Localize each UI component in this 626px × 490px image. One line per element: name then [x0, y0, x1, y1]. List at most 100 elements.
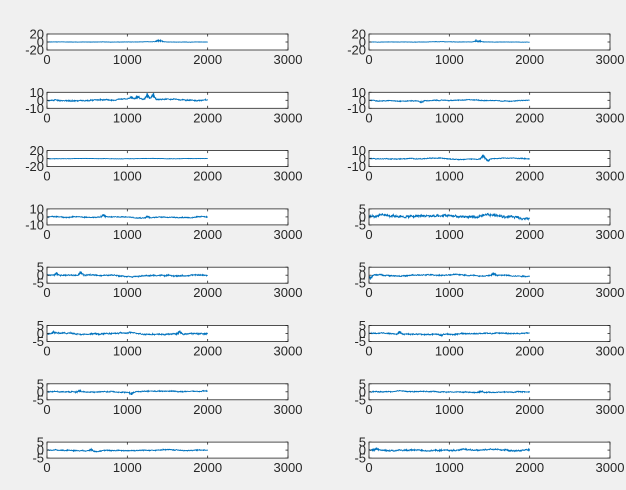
y-tick-label: 5 [37, 318, 44, 333]
x-tick-label: 1000 [113, 227, 142, 242]
axes-background [369, 208, 610, 225]
x-tick-label: 1000 [113, 285, 142, 300]
x-tick-label: 3000 [596, 460, 625, 475]
x-tick-label: 2000 [515, 52, 544, 67]
x-tick-label: 3000 [596, 402, 625, 417]
y-tick-label: 10 [30, 85, 44, 100]
y-tick-label: 20 [30, 143, 44, 158]
y-tick-label: -5 [354, 334, 366, 349]
y-tick-label: 10 [352, 85, 366, 100]
y-tick-label: 0 [359, 209, 366, 224]
x-tick-label: 3000 [596, 344, 625, 359]
signal-line [368, 212, 531, 222]
x-tick-label: 2000 [193, 402, 222, 417]
axes-background [369, 150, 610, 167]
y-tick-label: -5 [354, 392, 366, 407]
x-tick-label: 1000 [435, 52, 464, 67]
y-tick-label: -5 [354, 451, 366, 466]
y-tick-label: 5 [359, 376, 366, 391]
y-tick-label: 0 [359, 384, 366, 399]
signal-line [368, 330, 530, 338]
x-tick-label: 2000 [193, 110, 222, 125]
x-tick-label: 0 [43, 344, 50, 359]
signal-line [368, 272, 531, 280]
x-tick-label: 3000 [274, 402, 303, 417]
y-tick-label: 0 [359, 443, 366, 458]
x-tick-label: 1000 [113, 169, 142, 184]
x-tick-label: 2000 [193, 285, 222, 300]
x-tick-label: 2000 [515, 402, 544, 417]
y-tick-label: 20 [352, 27, 366, 42]
y-tick-label: 0 [359, 93, 366, 108]
y-tick-label: 0 [37, 326, 44, 341]
signal-line [368, 98, 530, 104]
y-tick-label: -5 [32, 276, 44, 291]
x-tick-label: 1000 [435, 227, 464, 242]
x-tick-label: 3000 [274, 344, 303, 359]
x-tick-label: 3000 [274, 460, 303, 475]
y-tick-label: -5 [354, 217, 366, 232]
x-tick-label: 0 [365, 227, 372, 242]
x-tick-label: 3000 [596, 285, 625, 300]
signal-line [369, 38, 530, 43]
y-tick-label: 5 [37, 435, 44, 450]
y-tick-label: 5 [37, 376, 44, 391]
x-tick-label: 2000 [515, 227, 544, 242]
x-tick-label: 1000 [113, 344, 142, 359]
x-tick-label: 3000 [274, 285, 303, 300]
x-tick-label: 0 [43, 227, 50, 242]
signal-line [46, 329, 209, 337]
x-tick-label: 0 [43, 169, 50, 184]
signal-line [46, 38, 208, 43]
x-tick-label: 1000 [435, 402, 464, 417]
y-tick-label: 5 [37, 260, 44, 275]
x-tick-label: 3000 [274, 169, 303, 184]
x-tick-label: 1000 [435, 460, 464, 475]
y-tick-label: 5 [359, 318, 366, 333]
x-tick-label: 0 [365, 344, 372, 359]
x-tick-label: 1000 [435, 344, 464, 359]
y-tick-label: 0 [37, 209, 44, 224]
x-tick-label: 2000 [515, 110, 544, 125]
y-tick-label: 0 [359, 268, 366, 283]
x-tick-label: 2000 [193, 460, 222, 475]
x-tick-label: 1000 [435, 110, 464, 125]
x-tick-label: 3000 [274, 227, 303, 242]
x-tick-label: 2000 [515, 285, 544, 300]
x-tick-label: 1000 [113, 52, 142, 67]
x-tick-label: 2000 [193, 169, 222, 184]
x-tick-label: 0 [365, 402, 372, 417]
y-tick-label: 0 [359, 326, 366, 341]
signal-line [369, 154, 530, 162]
y-tick-label: -5 [32, 392, 44, 407]
y-tick-label: 20 [30, 27, 44, 42]
y-tick-label: -10 [347, 101, 366, 116]
y-tick-label: 0 [37, 384, 44, 399]
y-tick-label: 10 [352, 143, 366, 158]
x-tick-label: 0 [43, 402, 50, 417]
x-tick-label: 3000 [274, 52, 303, 67]
x-tick-label: 2000 [515, 460, 544, 475]
x-tick-label: 1000 [435, 285, 464, 300]
y-tick-label: -20 [25, 43, 44, 58]
y-tick-label: -5 [32, 451, 44, 466]
x-tick-label: 0 [365, 285, 372, 300]
signal-line [46, 213, 208, 220]
x-tick-label: 1000 [113, 110, 142, 125]
y-tick-label: 10 [30, 201, 44, 216]
signal-line [47, 157, 208, 160]
y-tick-label: 0 [37, 35, 44, 50]
x-tick-label: 1000 [113, 402, 142, 417]
x-tick-label: 3000 [596, 169, 625, 184]
y-tick-label: 0 [359, 35, 366, 50]
y-tick-label: 0 [37, 93, 44, 108]
x-tick-label: 3000 [596, 110, 625, 125]
